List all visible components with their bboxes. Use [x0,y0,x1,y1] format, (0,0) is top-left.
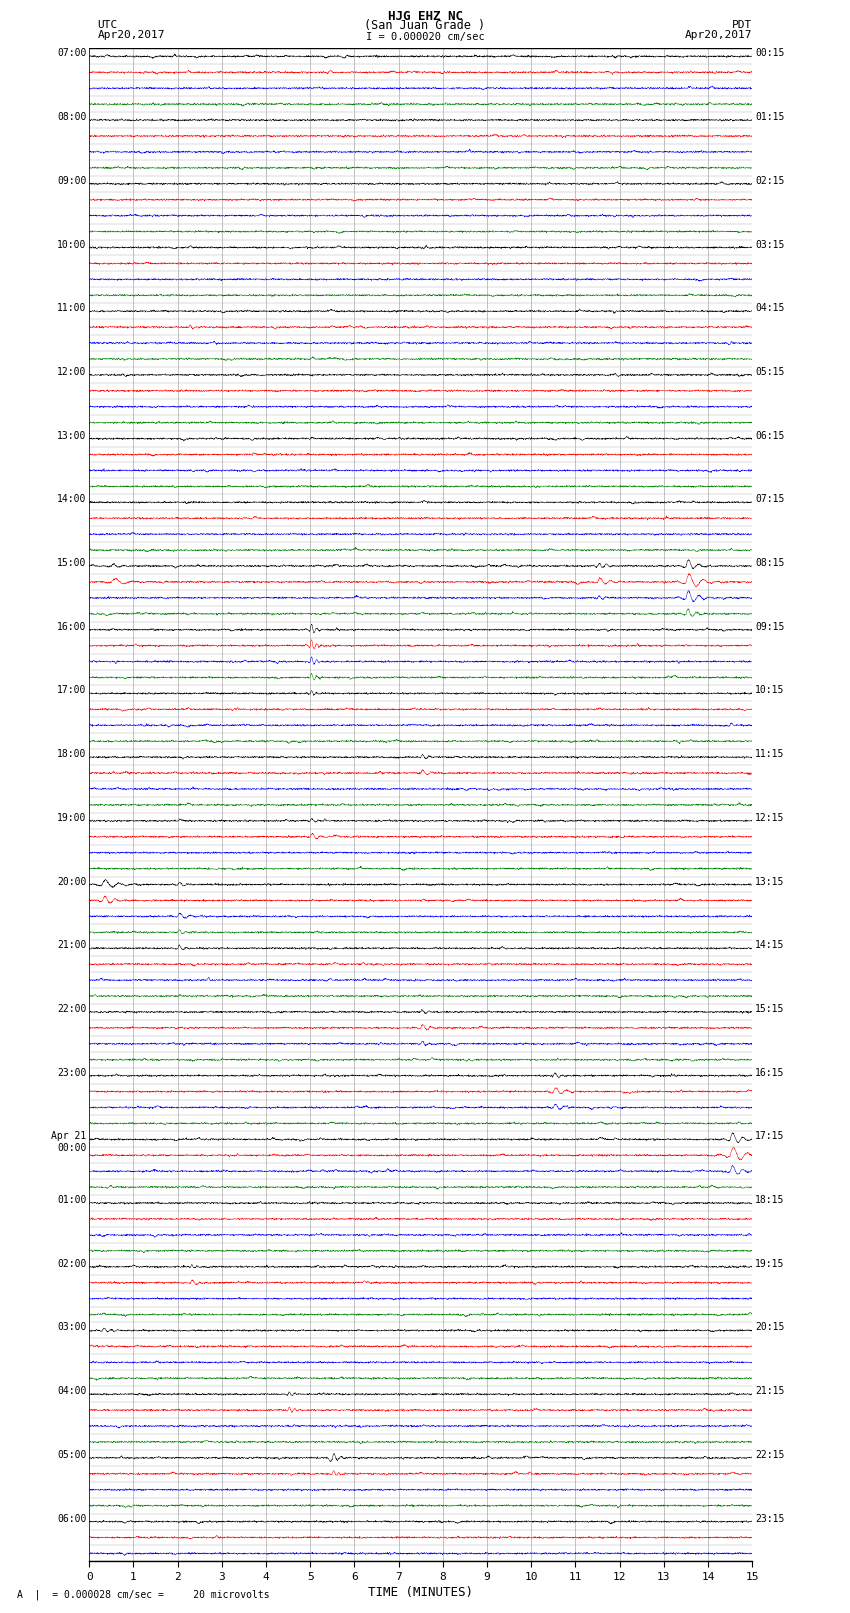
Text: UTC: UTC [98,19,118,31]
Text: Apr20,2017: Apr20,2017 [685,29,752,39]
Text: Apr20,2017: Apr20,2017 [98,29,165,39]
Text: A  |  = 0.000028 cm/sec =     20 microvolts: A | = 0.000028 cm/sec = 20 microvolts [17,1589,269,1600]
Text: HJG EHZ NC: HJG EHZ NC [388,10,462,23]
Text: PDT: PDT [732,19,752,31]
Text: I = 0.000020 cm/sec: I = 0.000020 cm/sec [366,32,484,42]
X-axis label: TIME (MINUTES): TIME (MINUTES) [368,1586,473,1598]
Text: (San Juan Grade ): (San Juan Grade ) [365,19,485,32]
